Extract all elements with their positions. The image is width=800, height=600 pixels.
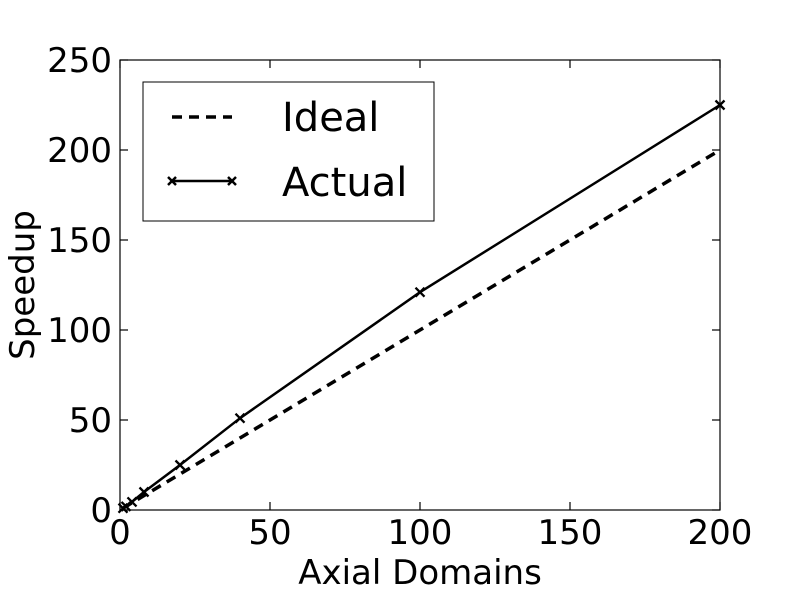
data-point-actual (414, 286, 426, 298)
y-tick-label: 250 (47, 41, 112, 81)
data-point-actual (174, 459, 186, 471)
legend-ideal-label: Ideal (282, 95, 379, 141)
legend-actual-marker-right (227, 176, 237, 186)
data-point-actual (126, 496, 138, 508)
y-tick-label: 100 (47, 311, 112, 351)
legend-actual-label: Actual (282, 160, 407, 206)
data-point-actual (138, 486, 150, 498)
data-point-actual (714, 99, 726, 111)
legend: Ideal Actual (142, 81, 435, 222)
axis-ticks (119, 59, 721, 511)
x-tick-label: 100 (388, 513, 453, 553)
y-tick-label: 150 (47, 221, 112, 261)
series-line-ideal (122, 148, 721, 510)
y-tick-label: 200 (47, 131, 112, 171)
data-series (117, 99, 726, 514)
y-tick-label: 50 (69, 401, 112, 441)
x-tick-label: 150 (538, 513, 603, 553)
x-axis-label: Axial Domains (298, 553, 542, 593)
axis-tick-labels: 0 50 100 150 200 0 50 100 150 200 250 (47, 41, 752, 553)
y-axis-label: Speedup (3, 210, 43, 360)
legend-actual-marker-left (167, 176, 177, 186)
x-tick-label: 50 (248, 513, 291, 553)
data-point-actual (234, 412, 246, 424)
legend-box (142, 81, 435, 222)
x-tick-label: 0 (109, 513, 131, 553)
x-tick-label: 200 (688, 513, 753, 553)
y-tick-label: 0 (90, 491, 112, 531)
